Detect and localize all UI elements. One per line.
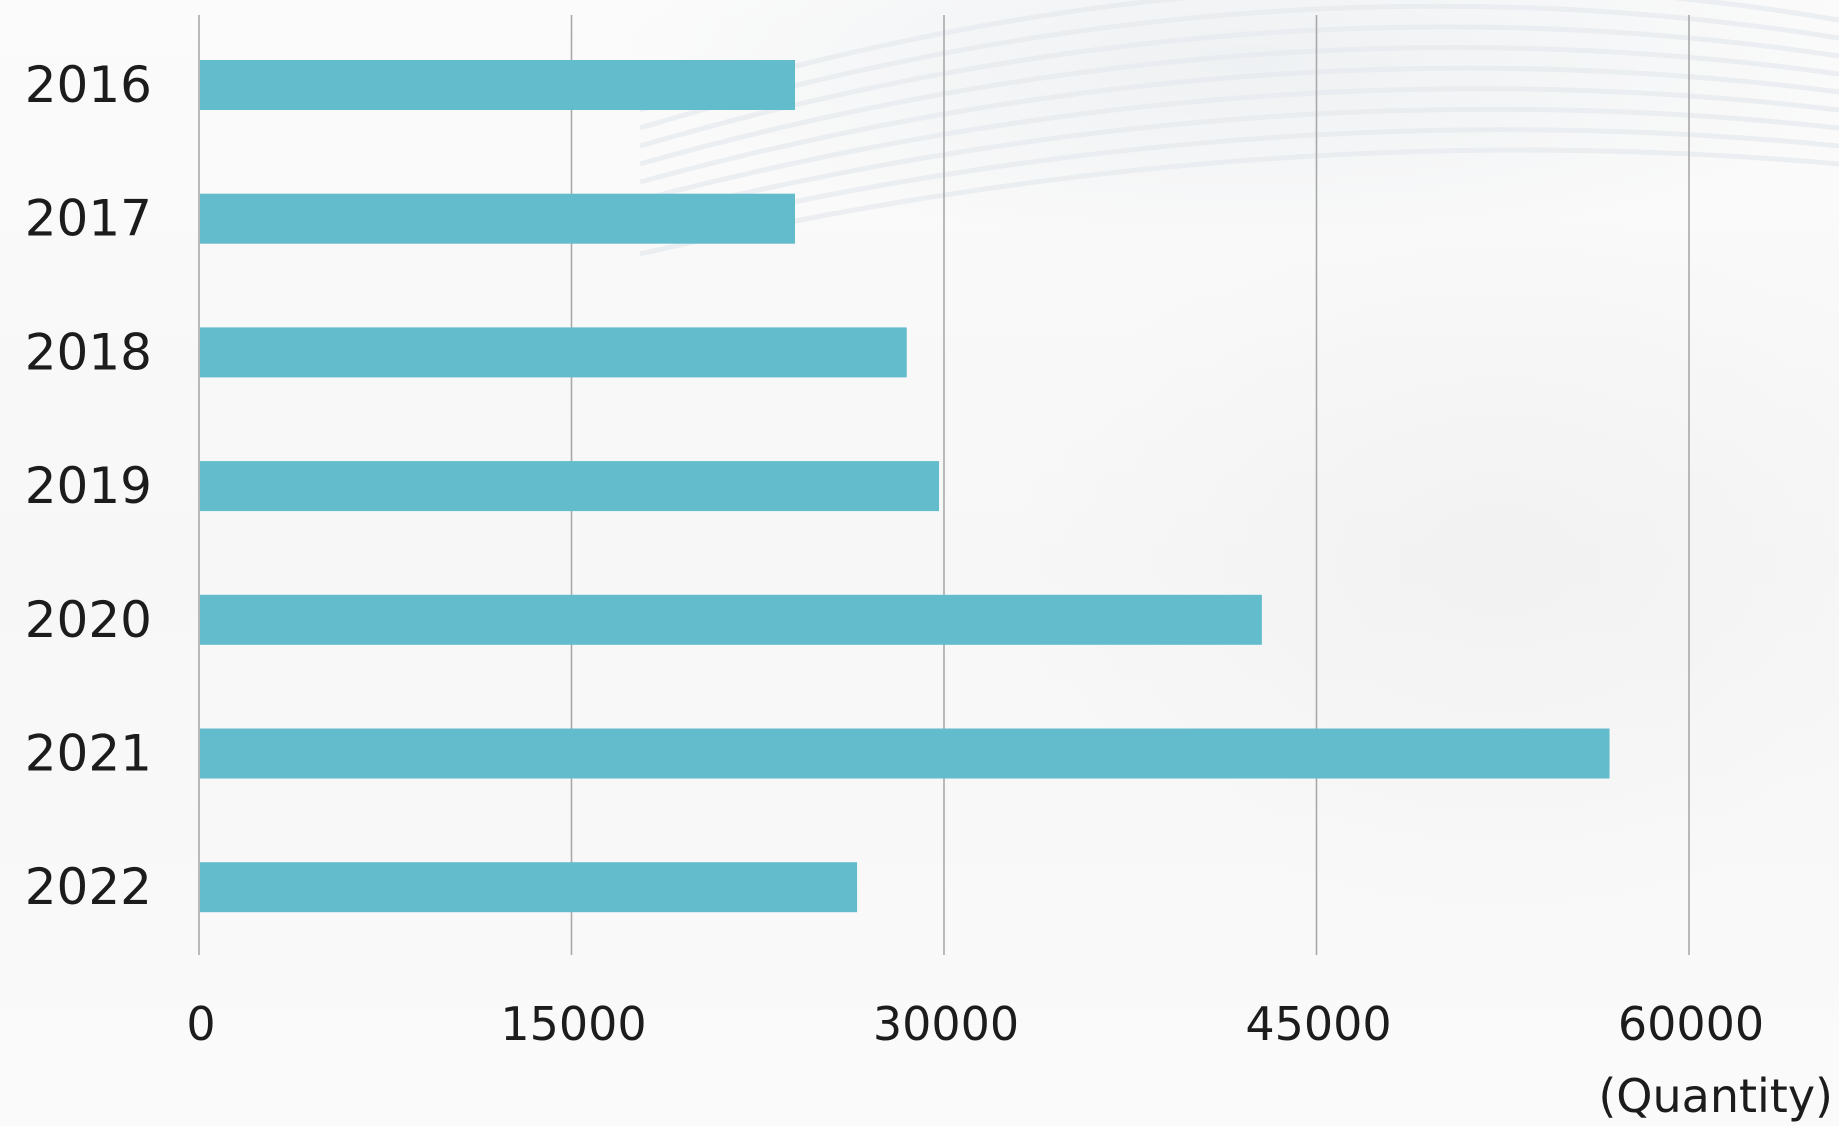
decorative-arc [639, 45, 1839, 167]
decorative-arc [639, 127, 1839, 239]
x-axis-ticks: 0 15000 30000 45000 60000 [186, 997, 1764, 1051]
gridlines [198, 15, 1690, 955]
category-label-2020: 2020 [25, 591, 152, 649]
x-tick-label-45000: 45000 [1245, 997, 1391, 1051]
bar-2020 [200, 594, 1262, 645]
decorative-arc [639, 24, 1839, 149]
decorative-arc [639, 65, 1839, 185]
x-tick-label-0: 0 [186, 997, 215, 1051]
category-label-2021: 2021 [25, 725, 152, 783]
bar-2018 [200, 327, 907, 378]
bars [200, 60, 1610, 913]
decorative-arcs [639, 0, 1839, 257]
decorative-arc [639, 86, 1839, 203]
bar-2022 [200, 862, 858, 913]
bar-2021 [200, 728, 1610, 779]
bar-2019 [200, 461, 940, 512]
decorative-arc [639, 3, 1839, 131]
category-label-2019: 2019 [25, 457, 152, 515]
decorative-arc [639, 0, 1839, 113]
category-label-2017: 2017 [25, 190, 152, 248]
category-label-2022: 2022 [25, 858, 152, 916]
category-labels: 2016 2017 2018 2019 2020 2021 2022 [25, 56, 152, 916]
decorative-arc [639, 147, 1839, 257]
x-tick-label-15000: 15000 [500, 997, 646, 1051]
x-tick-label-30000: 30000 [873, 997, 1019, 1051]
bar-2016 [200, 60, 795, 110]
category-label-2016: 2016 [25, 56, 152, 114]
category-label-2018: 2018 [25, 323, 152, 381]
decorative-arc [639, 106, 1839, 221]
bar-2017 [200, 193, 795, 244]
x-axis-label: (Quantity) [1598, 1069, 1833, 1123]
x-tick-label-60000: 60000 [1618, 997, 1764, 1051]
